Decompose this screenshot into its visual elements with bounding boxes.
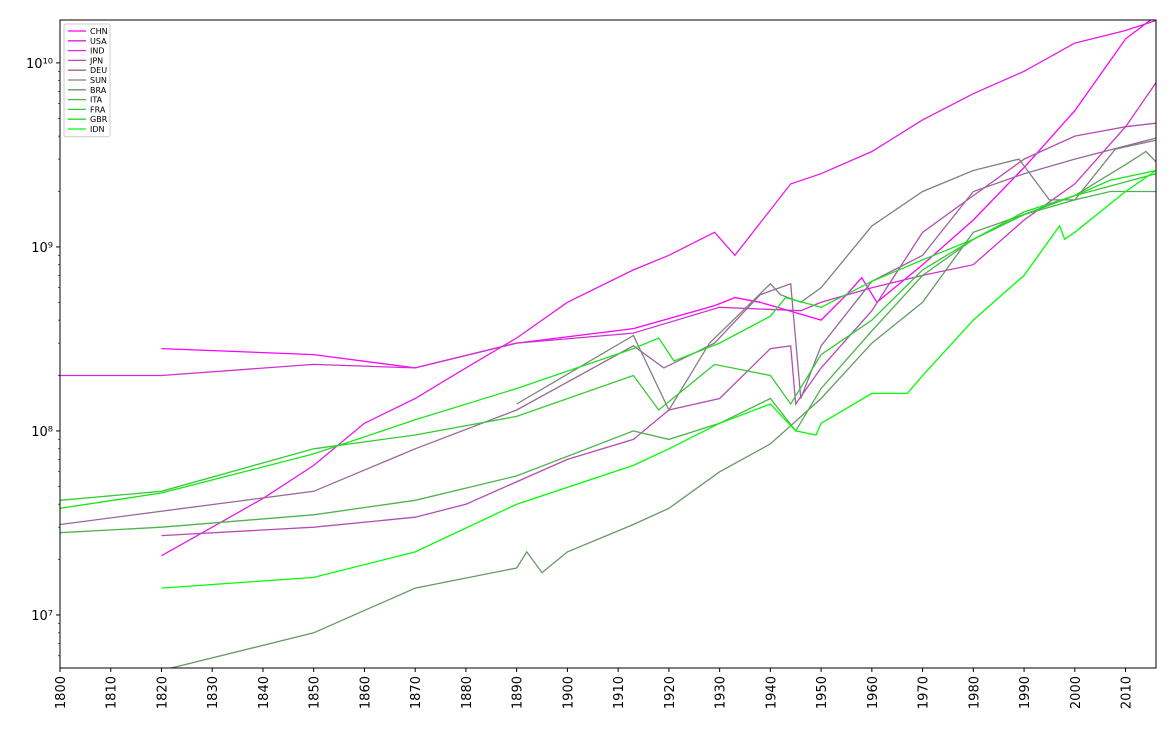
plot-frame <box>59 19 1157 669</box>
x-tick-label: 1830 <box>206 676 221 709</box>
x-tick-label: 1870 <box>409 676 424 709</box>
legend-label: IND <box>90 47 105 56</box>
series-line <box>161 122 1156 537</box>
x-tick-label: 1800 <box>54 676 69 709</box>
series-line <box>60 169 1156 509</box>
x-tick-label: 1890 <box>511 676 526 709</box>
x-tick-label: 1980 <box>967 676 982 709</box>
legend-label: DEU <box>90 66 107 75</box>
x-tick-label: 2010 <box>1120 676 1135 709</box>
series-line <box>516 139 1156 412</box>
x-tick-label: 1930 <box>714 676 729 709</box>
x-tick-label: 1950 <box>815 676 830 709</box>
x-tick-label: 1990 <box>1018 676 1033 709</box>
series-line <box>60 190 1156 534</box>
legend-label: CHN <box>90 27 108 36</box>
series-line <box>60 173 1156 501</box>
x-tick-label: 1810 <box>105 676 120 709</box>
legend-label: GBR <box>90 115 108 124</box>
x-tick-label: 1970 <box>917 676 932 709</box>
legend-label: SUN <box>90 76 107 85</box>
series-line <box>161 20 1152 369</box>
y-tick-label: 10¹⁰ <box>26 57 53 72</box>
x-tick-label: 1900 <box>561 676 576 709</box>
series-line <box>161 169 1156 589</box>
legend-label: FRA <box>90 105 106 114</box>
legend-label: BRA <box>90 86 107 95</box>
x-tick-label: 1820 <box>155 676 170 709</box>
x-tick-label: 1910 <box>612 676 627 709</box>
x-tick-label: 1850 <box>308 676 323 709</box>
x-tick-label: 1960 <box>866 676 881 709</box>
legend-label: ITA <box>90 96 103 105</box>
y-tick-label: 10⁹ <box>31 241 53 256</box>
x-tick-label: 1940 <box>764 676 779 709</box>
x-tick-label: 1860 <box>358 676 373 709</box>
x-tick-label: 1920 <box>663 676 678 709</box>
y-tick-label: 10⁸ <box>31 425 53 440</box>
legend-box <box>63 23 111 138</box>
legend-label: USA <box>90 37 107 46</box>
legend-label: IDN <box>90 125 105 134</box>
series-line <box>161 20 1156 557</box>
series-line <box>60 82 1156 377</box>
x-tick-label: 2000 <box>1069 676 1084 709</box>
y-tick-label: 10⁷ <box>31 609 53 624</box>
legend-label: JPN <box>89 56 103 65</box>
x-tick-label: 1880 <box>460 676 475 709</box>
x-tick-label: 1840 <box>257 676 272 709</box>
series-line <box>168 150 1156 668</box>
